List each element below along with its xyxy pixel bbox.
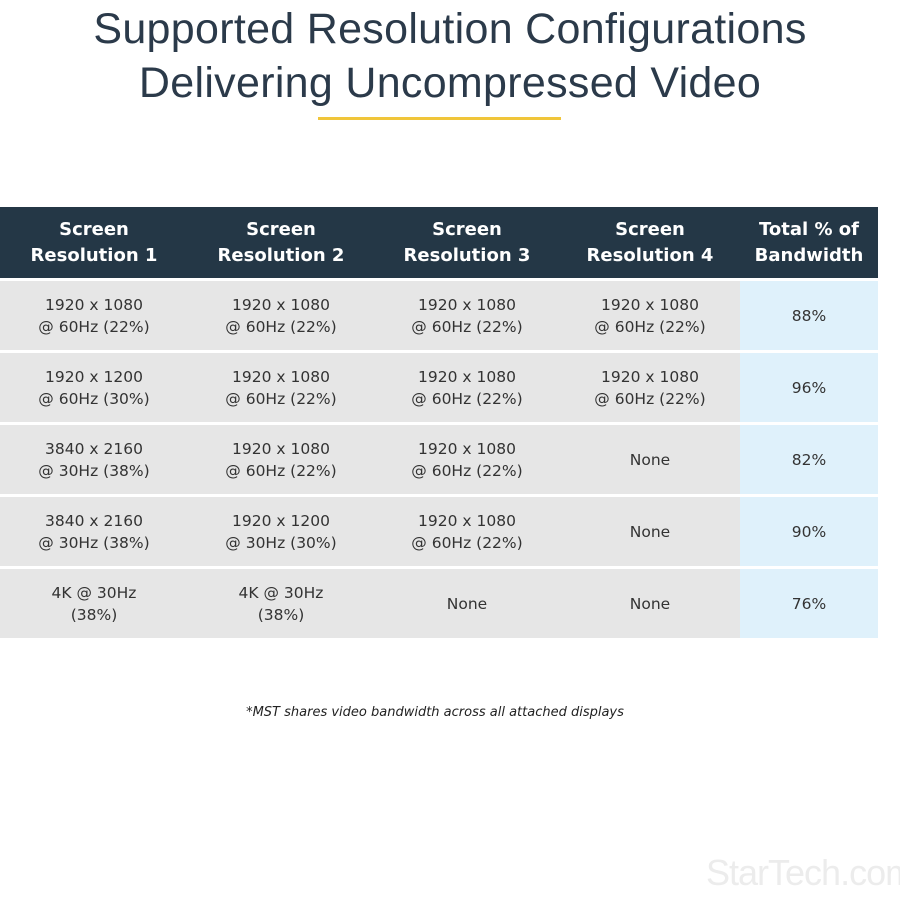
resolution-cell: 4K @ 30Hz (38%) — [0, 566, 188, 638]
bandwidth-cell: 88% — [740, 278, 878, 350]
cell-line: (38%) — [257, 605, 305, 624]
cell-line: @ 60Hz (22%) — [411, 317, 523, 336]
startech-logo: StarTech.com — [706, 852, 900, 893]
cell-line: 4K @ 30Hz — [51, 583, 137, 602]
cell-line: 88% — [791, 306, 827, 325]
resolution-cell: 1920 x 1080 @ 60Hz (22%) — [374, 494, 560, 566]
title-underline — [318, 117, 561, 120]
cell-line: 76% — [791, 594, 827, 613]
resolution-cell: 1920 x 1080 @ 60Hz (22%) — [188, 350, 374, 422]
cell-line: @ 30Hz (30%) — [225, 533, 337, 552]
cell-line: 1920 x 1080 — [418, 367, 516, 386]
cell-line: @ 60Hz (22%) — [38, 317, 150, 336]
cell-line: @ 60Hz (22%) — [411, 533, 523, 552]
cell-line: 1920 x 1080 — [601, 367, 699, 386]
cell-line: 1920 x 1080 — [418, 439, 516, 458]
page-title: Supported Resolution Configurations Deli… — [0, 2, 900, 110]
cell-line: 1920 x 1080 — [601, 295, 699, 314]
cell-line: 1920 x 1200 — [45, 367, 143, 386]
resolution-cell: 1920 x 1080 @ 60Hz (22%) — [0, 278, 188, 350]
title-line-2: Delivering Uncompressed Video — [138, 59, 762, 107]
resolution-cell: 1920 x 1080 @ 60Hz (22%) — [188, 278, 374, 350]
resolution-cell: 4K @ 30Hz (38%) — [188, 566, 374, 638]
column-header: Screen Resolution 2 — [188, 207, 374, 278]
resolution-cell: 1920 x 1080 @ 60Hz (22%) — [560, 350, 740, 422]
cell-line: None — [629, 594, 671, 613]
header-line: Resolution 2 — [217, 244, 345, 266]
resolution-cell: None — [374, 566, 560, 638]
bandwidth-cell: 90% — [740, 494, 878, 566]
title-line-1: Supported Resolution Configurations — [93, 5, 807, 53]
cell-line: (38%) — [70, 605, 118, 624]
cell-line: None — [629, 522, 671, 541]
cell-line: @ 60Hz (22%) — [225, 461, 337, 480]
resolution-cell: 1920 x 1080 @ 60Hz (22%) — [188, 422, 374, 494]
resolution-cell: None — [560, 494, 740, 566]
cell-line: 1920 x 1080 — [232, 295, 330, 314]
cell-line: @ 30Hz (38%) — [38, 533, 150, 552]
bandwidth-cell: 76% — [740, 566, 878, 638]
cell-line: 90% — [791, 522, 827, 541]
cell-line: @ 60Hz (22%) — [594, 389, 706, 408]
resolution-cell: 3840 x 2160 @ 30Hz (38%) — [0, 422, 188, 494]
column-header: Total % of Bandwidth — [740, 207, 878, 278]
table-row: 1920 x 1080 @ 60Hz (22%) 1920 x 1080 @ 60Hz… — [0, 278, 878, 350]
cell-line: 1920 x 1200 — [232, 511, 330, 530]
cell-line: @ 60Hz (22%) — [225, 317, 337, 336]
cell-line: @ 60Hz (22%) — [411, 389, 523, 408]
cell-line: 1920 x 1080 — [232, 439, 330, 458]
cell-line: @ 60Hz (22%) — [594, 317, 706, 336]
cell-line: 4K @ 30Hz — [238, 583, 324, 602]
column-header: Screen Resolution 4 — [560, 207, 740, 278]
table-row: 4K @ 30Hz (38%) 4K @ 30Hz (38%) None None 76% — [0, 566, 878, 638]
cell-line: 1920 x 1080 — [232, 367, 330, 386]
cell-line: @ 60Hz (22%) — [225, 389, 337, 408]
header-line: Screen — [59, 218, 129, 240]
bandwidth-cell: 82% — [740, 422, 878, 494]
cell-line: @ 30Hz (38%) — [38, 461, 150, 480]
header-line: Bandwidth — [754, 244, 864, 266]
cell-line: 3840 x 2160 — [45, 439, 143, 458]
header-line: Screen — [432, 218, 502, 240]
cell-line: 3840 x 2160 — [45, 511, 143, 530]
resolution-cell: 1920 x 1080 @ 60Hz (22%) — [374, 422, 560, 494]
resolution-cell: 1920 x 1080 @ 60Hz (22%) — [374, 350, 560, 422]
resolution-cell: 1920 x 1080 @ 60Hz (22%) — [374, 278, 560, 350]
table-row: 3840 x 2160 @ 30Hz (38%) 1920 x 1080 @ 60Hz… — [0, 422, 878, 494]
column-header: Screen Resolution 3 — [374, 207, 560, 278]
resolution-cell: 1920 x 1200 @ 60Hz (30%) — [0, 350, 188, 422]
resolution-cell: 1920 x 1200 @ 30Hz (30%) — [188, 494, 374, 566]
resolution-table: Screen Resolution 1 Screen Resolution 2 Scre… — [0, 207, 878, 638]
header-line: Screen — [246, 218, 316, 240]
header-line: Total % of — [759, 218, 859, 240]
cell-line: 1920 x 1080 — [418, 511, 516, 530]
table-row: 3840 x 2160 @ 30Hz (38%) 1920 x 1200 @ 30Hz… — [0, 494, 878, 566]
header-line: Resolution 1 — [30, 244, 158, 266]
resolution-cell: None — [560, 422, 740, 494]
cell-line: 96% — [791, 378, 827, 397]
header-line: Resolution 4 — [586, 244, 714, 266]
header-line: Screen — [615, 218, 685, 240]
resolution-cell: 3840 x 2160 @ 30Hz (38%) — [0, 494, 188, 566]
cell-line: 82% — [791, 450, 827, 469]
bandwidth-cell: 96% — [740, 350, 878, 422]
footnote: *MST shares video bandwidth across all a… — [246, 705, 624, 720]
cell-line: @ 60Hz (22%) — [411, 461, 523, 480]
cell-line: None — [446, 594, 488, 613]
resolution-cell: 1920 x 1080 @ 60Hz (22%) — [560, 278, 740, 350]
cell-line: 1920 x 1080 — [45, 295, 143, 314]
table-row: 1920 x 1200 @ 60Hz (30%) 1920 x 1080 @ 60Hz… — [0, 350, 878, 422]
cell-line: @ 60Hz (30%) — [38, 389, 150, 408]
column-header: Screen Resolution 1 — [0, 207, 188, 278]
cell-line: 1920 x 1080 — [418, 295, 516, 314]
cell-line: None — [629, 450, 671, 469]
resolution-cell: None — [560, 566, 740, 638]
header-line: Resolution 3 — [403, 244, 531, 266]
